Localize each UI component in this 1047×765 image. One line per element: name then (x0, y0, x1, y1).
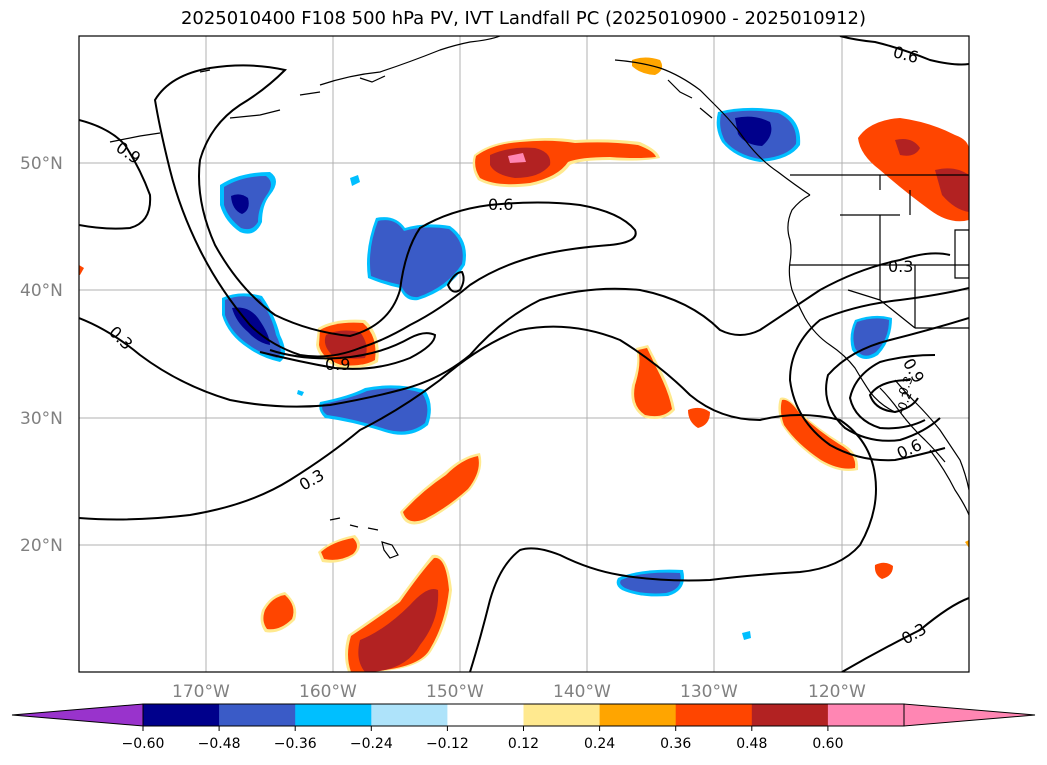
alaska-panhandle (614, 59, 811, 196)
colorbar-tick-label: −0.48 (198, 736, 241, 752)
us-west-coast (788, 261, 896, 413)
colorbar-tick-label: 0.12 (508, 736, 539, 752)
pv-blob-pos (358, 589, 439, 672)
colorbar-extend-max (903, 703, 1036, 727)
colorbar-cell (143, 704, 220, 726)
contour-line (841, 597, 969, 672)
pv-blob-pos (935, 168, 969, 212)
positive-pv-regions (79, 57, 969, 672)
lat-label: 20°N (20, 536, 63, 556)
colorbar-cell (447, 704, 524, 726)
pv-blob-neg (297, 390, 304, 396)
longitude-labels: 170°W 160°W 150°W 140°W 130°W 120°W (172, 682, 866, 702)
us-border-north (790, 174, 969, 265)
colorbar-tick-label: 0.36 (660, 736, 691, 752)
contour-line (79, 252, 951, 408)
hawaii-islands (329, 517, 399, 559)
lat-label: 30°N (20, 409, 63, 429)
contour-line (79, 325, 877, 672)
pv-blob-pos (490, 147, 551, 178)
contour-label: 0.3 (888, 257, 913, 276)
lat-label: 40°N (20, 281, 63, 301)
pv-blob-pos (632, 57, 663, 75)
colorbar-extend-min (11, 703, 144, 727)
pv-blob-pos (858, 118, 969, 222)
colorbar-tick-label: −0.24 (350, 736, 393, 752)
pv-blob-pos (79, 265, 84, 275)
map-title: 2025010400 F108 500 hPa PV, IVT Landfall… (180, 8, 867, 29)
colorbar-cell (219, 704, 296, 726)
lon-label: 160°W (299, 682, 357, 702)
colorbar-cell (827, 704, 905, 726)
colorbar-tick-label: 0.24 (584, 736, 615, 752)
pv-blob-pos (403, 456, 479, 522)
bc-coast (787, 194, 811, 263)
lon-label: 130°W (680, 682, 738, 702)
lon-label: 120°W (808, 682, 866, 702)
latitude-labels: 50°N 40°N 30°N 20°N (20, 154, 63, 556)
colorbar-cell (599, 704, 677, 726)
pv-blob-neg (322, 388, 428, 432)
colorbar-tick-label: 0.60 (812, 736, 843, 752)
contour-line (446, 270, 465, 293)
contour-line (788, 287, 969, 462)
colorbar-tick-label: −0.36 (274, 736, 317, 752)
coastlines (109, 36, 969, 559)
pv-blob-neg (350, 175, 360, 186)
pv-contours (79, 36, 969, 672)
contour-line (868, 379, 919, 414)
lon-label: 150°W (426, 682, 484, 702)
colorbar-cell (295, 704, 372, 726)
contour-label: 0.3 (896, 374, 916, 397)
pv-blob-neg (853, 318, 889, 356)
alaska-coast (109, 36, 501, 143)
pv-blob-neg (231, 194, 249, 214)
lat-label: 50°N (20, 154, 63, 174)
contour-line (825, 317, 969, 442)
colorbar-tick-label: −0.60 (122, 736, 165, 752)
contour-line (259, 332, 437, 370)
pv-blob-pos (895, 139, 920, 156)
colorbar-cell (675, 704, 753, 726)
colorbar-cell (371, 704, 448, 726)
contour-line (153, 64, 637, 358)
lon-label: 140°W (553, 682, 611, 702)
pv-blob-pos (508, 153, 526, 163)
axes-frame (78, 35, 970, 673)
colorbar-cell (523, 704, 601, 726)
pv-blob-pos (965, 540, 969, 548)
contour-line (839, 36, 969, 66)
pv-blob-pos (324, 330, 367, 359)
pv-blob-neg (742, 631, 751, 640)
contour-line (848, 354, 936, 430)
contour-label: 0.9 (325, 355, 350, 374)
pv-blob-pos (874, 562, 893, 579)
contour-label: 0.6 (488, 195, 513, 214)
contour-line (79, 119, 152, 230)
colorbar-cell (751, 704, 829, 726)
pv-blob-neg (369, 220, 463, 298)
pv-blob-pos (634, 348, 672, 417)
pv-blob-pos (263, 595, 294, 630)
colorbar-tick-label: 0.48 (736, 736, 767, 752)
colorbar-tick-label: −0.12 (426, 736, 469, 752)
pv-blob-pos (321, 538, 357, 560)
mexico-coast (929, 449, 969, 516)
pv-blob-pos (688, 407, 710, 428)
colorbar: −0.60 −0.48 −0.36 −0.24 −0.12 0.12 0.24 0.36 0.4… (11, 703, 1036, 752)
lon-label: 170°W (172, 682, 230, 702)
